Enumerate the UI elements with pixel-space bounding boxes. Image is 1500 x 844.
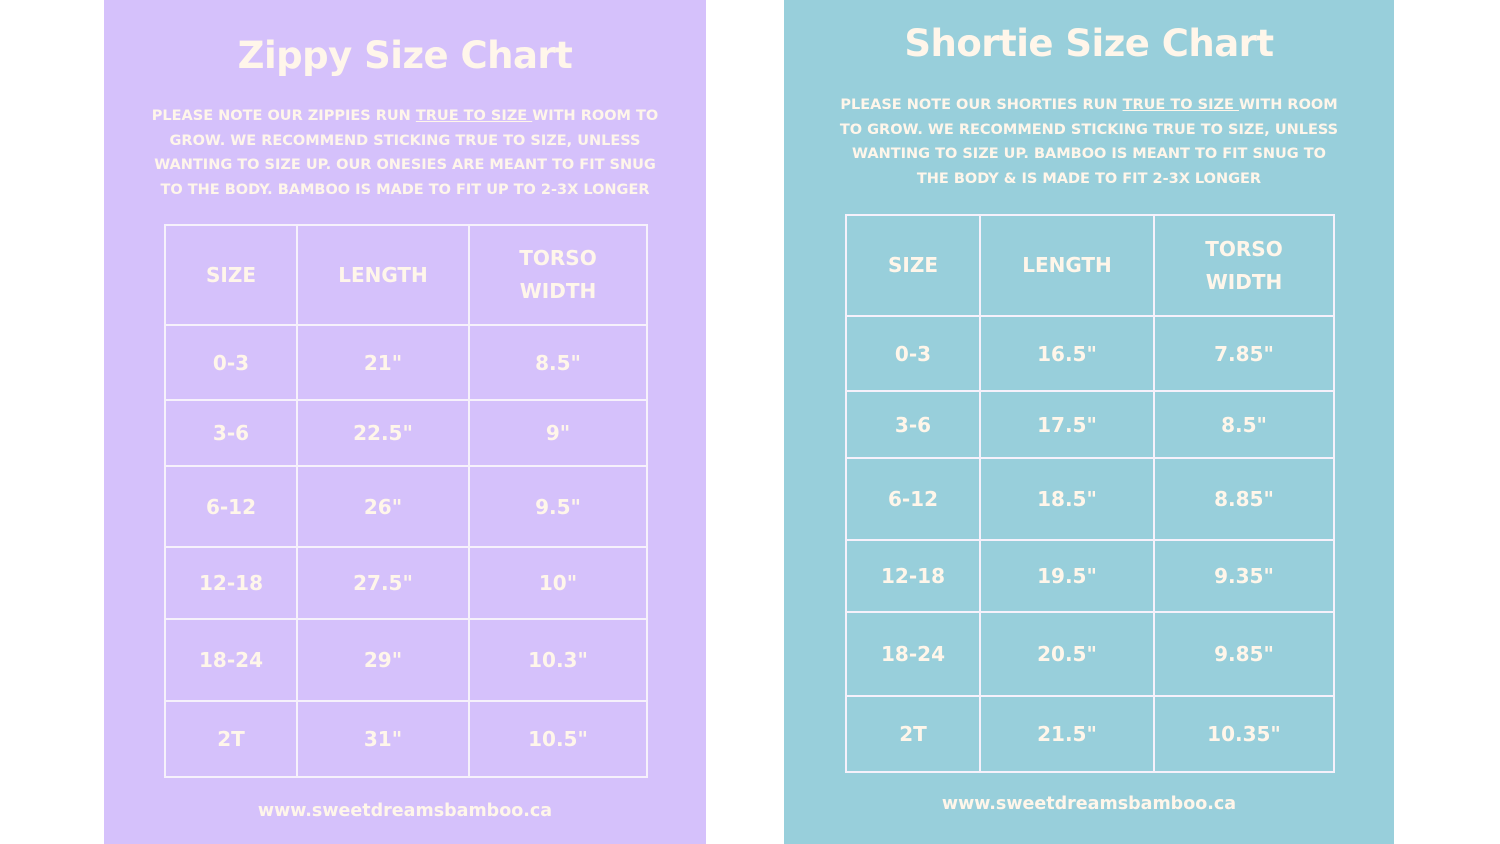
shortie-note-text: PLEASE NOTE OUR SHORTIES RUN: [840, 97, 1123, 113]
header-size: SIZE: [164, 224, 298, 326]
header-length: LENGTH: [296, 224, 470, 326]
shortie-fit-note: PLEASE NOTE OUR SHORTIES RUN TRUE TO SIZ…: [834, 93, 1344, 191]
size-cell: 0-3: [164, 324, 298, 401]
size-cell: 18-24: [164, 618, 298, 702]
zippy-size-table: SIZE LENGTH TORSO WIDTH 0-3 21" 8.5" 3-6…: [164, 224, 648, 778]
torso-cell: 8.85": [1153, 457, 1335, 541]
table-row: 2T 21.5" 10.35": [845, 695, 1335, 773]
table-row: 6-12 18.5" 8.85": [845, 457, 1335, 541]
size-cell: 3-6: [164, 399, 298, 467]
length-cell: 22.5": [296, 399, 470, 467]
zippy-fit-note: PLEASE NOTE OUR ZIPPIES RUN TRUE TO SIZE…: [148, 104, 662, 202]
size-cell: 6-12: [164, 465, 298, 548]
length-cell: 27.5": [296, 546, 470, 620]
table-row: 6-12 26" 9.5": [164, 465, 648, 548]
size-cell: 12-18: [164, 546, 298, 620]
header-size: SIZE: [845, 214, 981, 317]
torso-cell: 9.5": [468, 465, 648, 548]
torso-cell: 10": [468, 546, 648, 620]
zippy-note-text: PLEASE NOTE OUR ZIPPIES RUN: [151, 108, 416, 124]
length-cell: 26": [296, 465, 470, 548]
torso-cell: 8.5": [468, 324, 648, 401]
table-row: 12-18 19.5" 9.35": [845, 539, 1335, 613]
shortie-website-footer: www.sweetdreamsbamboo.ca: [941, 794, 1237, 814]
header-torso-width: TORSO WIDTH: [1153, 214, 1335, 317]
shortie-note-text-rest: WITH ROOM TO GROW. WE RECOMMEND STICKING…: [839, 97, 1339, 187]
size-cell: 6-12: [845, 457, 981, 541]
zippy-note-text-rest: WITH ROOM TO GROW. WE RECOMMEND STICKING…: [154, 108, 659, 198]
torso-cell: 10.35": [1153, 695, 1335, 773]
torso-cell: 9": [468, 399, 648, 467]
length-cell: 21.5": [979, 695, 1155, 773]
torso-cell: 7.85": [1153, 315, 1335, 392]
shortie-note-underlined: TRUE TO SIZE: [1122, 97, 1239, 113]
length-cell: 19.5": [979, 539, 1155, 613]
table-header-row: SIZE LENGTH TORSO WIDTH: [164, 224, 648, 326]
table-row: 3-6 17.5" 8.5": [845, 390, 1335, 459]
shortie-size-chart-panel: Shortie Size Chart PLEASE NOTE OUR SHORT…: [784, 0, 1394, 844]
table-row: 12-18 27.5" 10": [164, 546, 648, 620]
shortie-title: Shortie Size Chart: [904, 22, 1274, 65]
size-cell: 2T: [845, 695, 981, 773]
table-row: 18-24 20.5" 9.85": [845, 611, 1335, 697]
length-cell: 17.5": [979, 390, 1155, 459]
header-torso-width: TORSO WIDTH: [468, 224, 648, 326]
size-cell: 0-3: [845, 315, 981, 392]
torso-cell: 8.5": [1153, 390, 1335, 459]
length-cell: 18.5": [979, 457, 1155, 541]
shortie-size-table: SIZE LENGTH TORSO WIDTH 0-3 16.5" 7.85" …: [845, 214, 1335, 773]
torso-cell: 10.3": [468, 618, 648, 702]
torso-cell: 9.85": [1153, 611, 1335, 697]
table-row: 2T 31" 10.5": [164, 700, 648, 778]
table-row: 0-3 16.5" 7.85": [845, 315, 1335, 392]
size-cell: 18-24: [845, 611, 981, 697]
table-row: 18-24 29" 10.3": [164, 618, 648, 702]
table-row: 3-6 22.5" 9": [164, 399, 648, 467]
zippy-size-chart-panel: Zippy Size Chart PLEASE NOTE OUR ZIPPIES…: [104, 0, 706, 844]
length-cell: 21": [296, 324, 470, 401]
length-cell: 29": [296, 618, 470, 702]
length-cell: 31": [296, 700, 470, 778]
zippy-note-underlined: TRUE TO SIZE: [415, 108, 533, 124]
size-cell: 12-18: [845, 539, 981, 613]
torso-cell: 9.35": [1153, 539, 1335, 613]
length-cell: 20.5": [979, 611, 1155, 697]
zippy-title: Zippy Size Chart: [237, 34, 573, 77]
length-cell: 16.5": [979, 315, 1155, 392]
size-cell: 2T: [164, 700, 298, 778]
torso-cell: 10.5": [468, 700, 648, 778]
size-cell: 3-6: [845, 390, 981, 459]
table-header-row: SIZE LENGTH TORSO WIDTH: [845, 214, 1335, 317]
zippy-website-footer: www.sweetdreamsbamboo.ca: [257, 801, 553, 821]
table-row: 0-3 21" 8.5": [164, 324, 648, 401]
header-length: LENGTH: [979, 214, 1155, 317]
